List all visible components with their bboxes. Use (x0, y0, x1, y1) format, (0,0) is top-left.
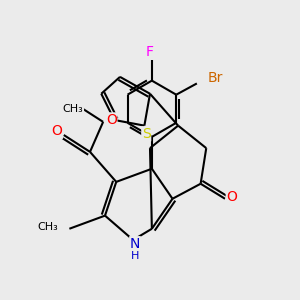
Text: Br: Br (208, 71, 224, 85)
Text: N: N (130, 237, 140, 251)
Text: O: O (106, 113, 117, 127)
Text: O: O (226, 190, 237, 204)
Text: O: O (52, 124, 62, 138)
Text: H: H (131, 251, 139, 261)
Text: CH₃: CH₃ (63, 104, 83, 114)
Text: S: S (142, 127, 151, 141)
Text: CH₃: CH₃ (38, 222, 58, 232)
Text: F: F (146, 45, 154, 59)
